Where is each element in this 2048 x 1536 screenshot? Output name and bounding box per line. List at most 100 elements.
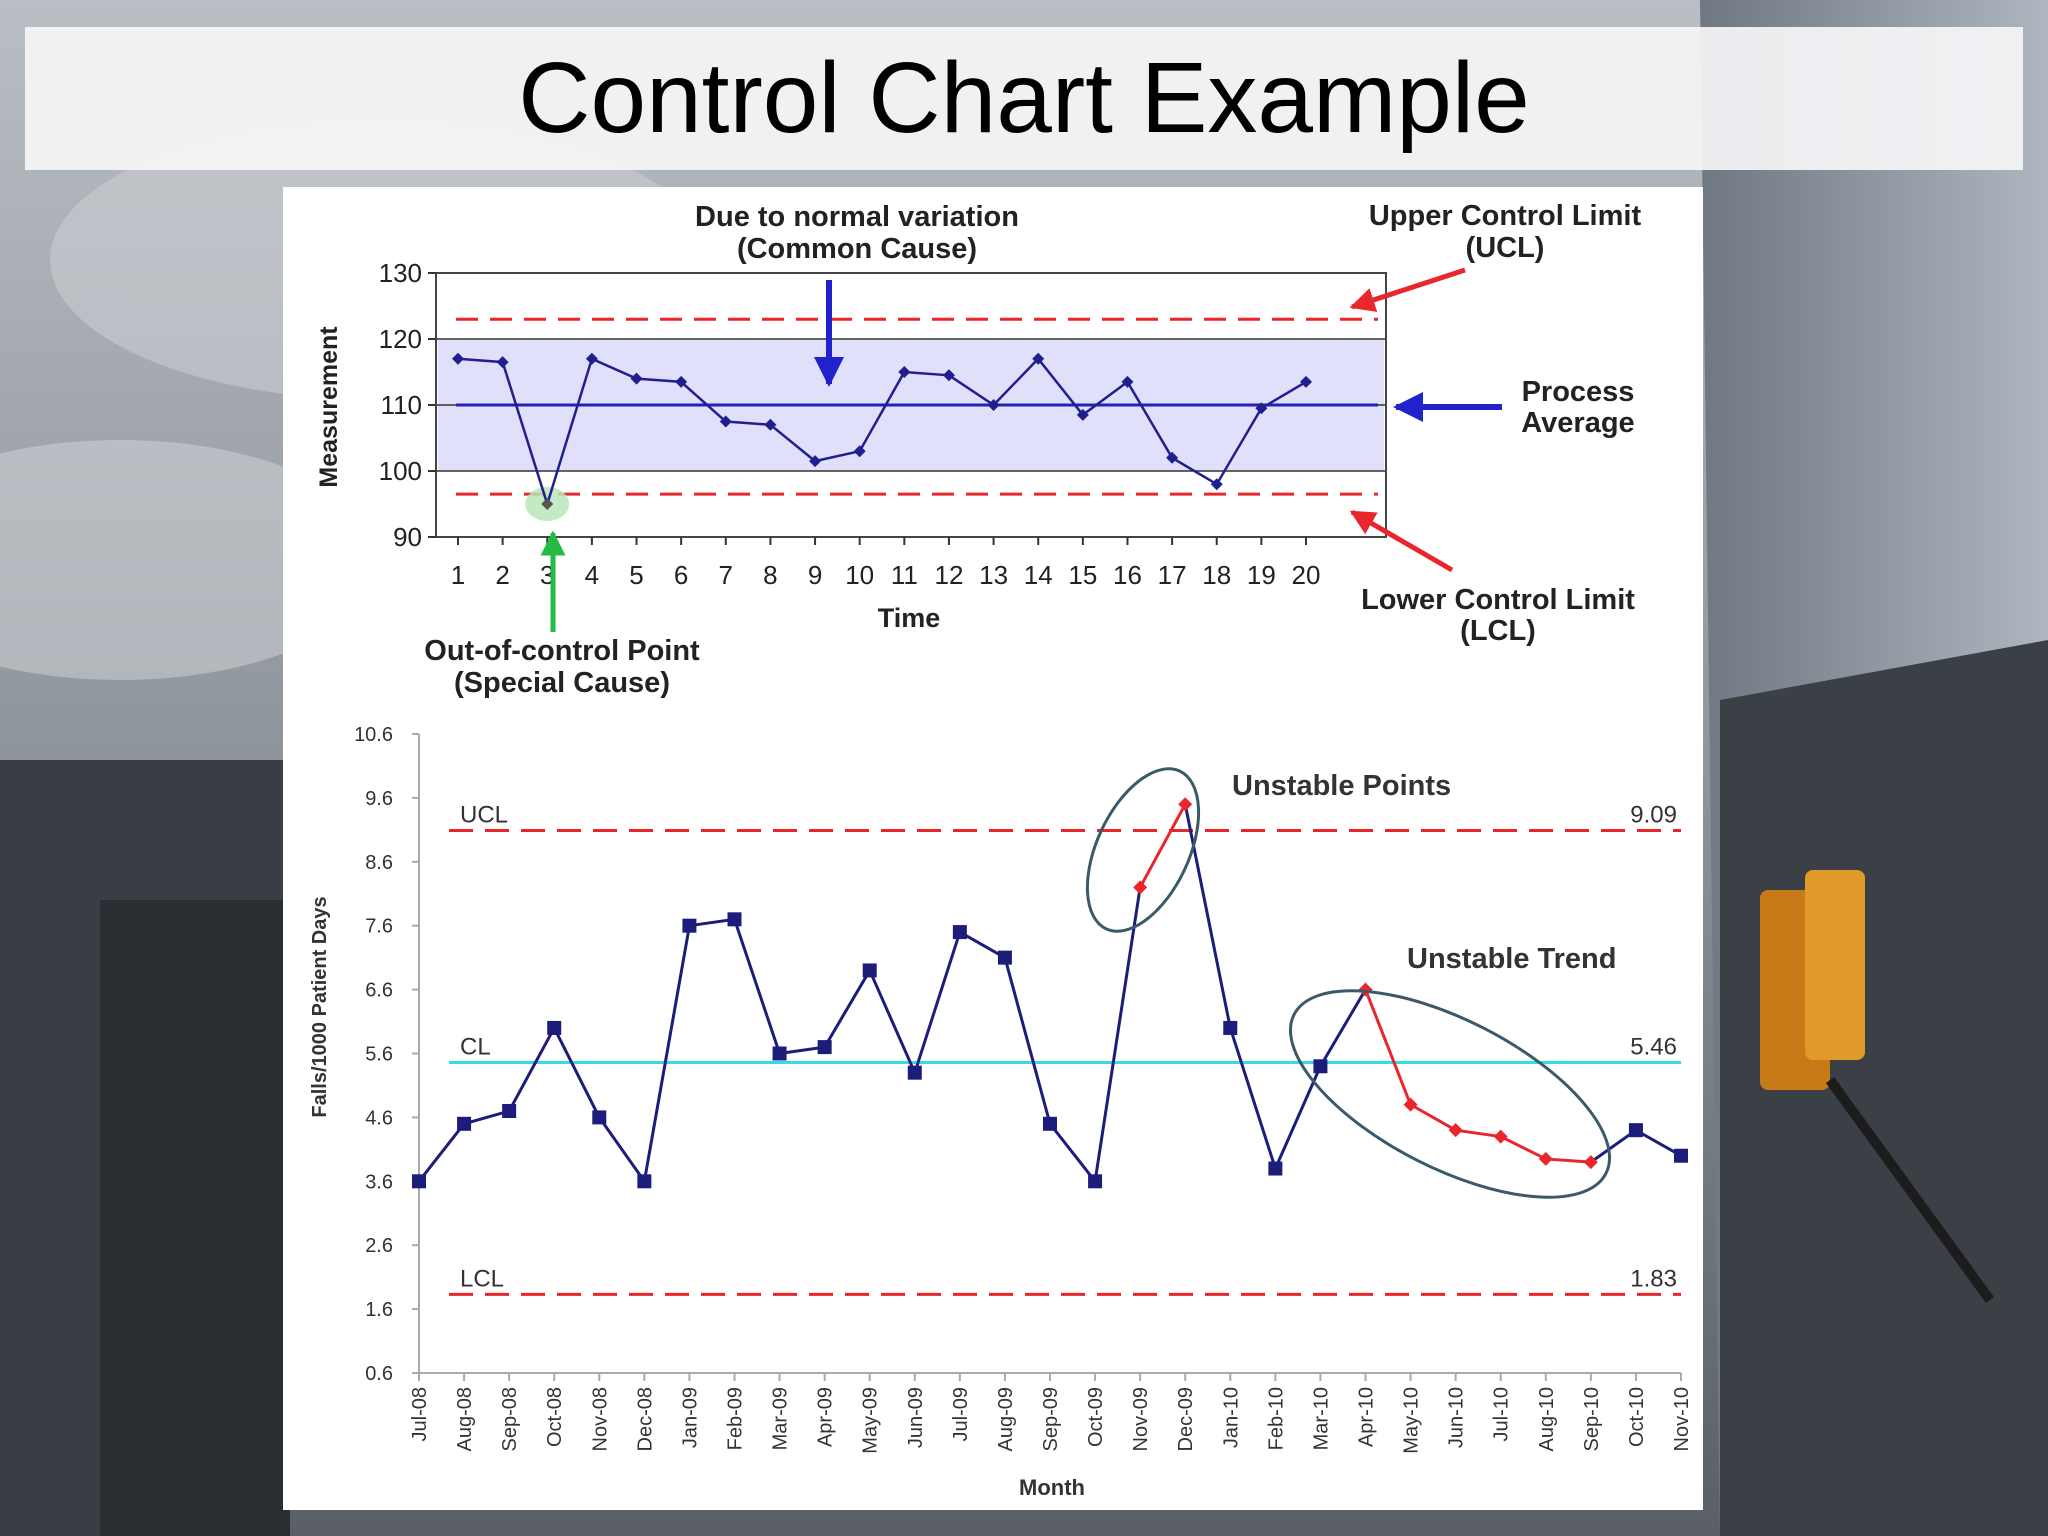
x-tick-label: 15 bbox=[1068, 560, 1097, 590]
x-tick-label: Sep-08 bbox=[499, 1387, 521, 1452]
data-point bbox=[630, 372, 643, 385]
series-segment bbox=[823, 969, 872, 1048]
falls-points bbox=[412, 797, 1688, 1189]
series-segment bbox=[913, 931, 962, 1074]
x-tick-label: 8 bbox=[763, 560, 777, 590]
y-tick-label: 7.6 bbox=[365, 916, 393, 938]
x-tick-label: Nov-08 bbox=[589, 1387, 611, 1451]
unstable-point bbox=[1538, 1151, 1553, 1166]
series-segment bbox=[1545, 1157, 1591, 1164]
data-point bbox=[1223, 1020, 1238, 1035]
data-point bbox=[496, 356, 509, 369]
x-tick-label: Aug-08 bbox=[454, 1387, 476, 1452]
x-tick-label: May-09 bbox=[860, 1387, 882, 1454]
x-tick-label: 16 bbox=[1113, 560, 1142, 590]
y-tick-label: 10.6 bbox=[354, 724, 393, 746]
slide-title-bar: Control Chart Example bbox=[25, 27, 2023, 170]
x-tick-label: Feb-10 bbox=[1265, 1387, 1287, 1450]
series-segment bbox=[1273, 1065, 1322, 1170]
x-tick-label: Jul-08 bbox=[409, 1387, 431, 1441]
data-point bbox=[1628, 1123, 1643, 1138]
measurement-points bbox=[452, 352, 1312, 510]
x-tick-label: 13 bbox=[979, 560, 1008, 590]
y-tick-label: 120 bbox=[379, 324, 422, 354]
lcl-annotation-line2: (LCL) bbox=[1460, 615, 1536, 647]
data-point bbox=[1032, 352, 1045, 365]
x-tick-label: 18 bbox=[1202, 560, 1231, 590]
data-point bbox=[907, 1065, 922, 1080]
x-tick-label: Jun-09 bbox=[905, 1387, 927, 1448]
unstable-point bbox=[1493, 1129, 1508, 1144]
series-segment bbox=[463, 1109, 510, 1126]
ucl-annotation-line2: (UCL) bbox=[1466, 232, 1545, 264]
unstable-point bbox=[1583, 1155, 1598, 1170]
series-segment bbox=[1364, 989, 1412, 1106]
y-tick-label: 5.6 bbox=[365, 1044, 393, 1066]
data-point bbox=[1088, 1174, 1103, 1189]
y-tick-label: 100 bbox=[379, 456, 422, 486]
y-tick-label: 130 bbox=[379, 258, 422, 288]
average-annotation-line2: Average bbox=[1521, 407, 1634, 439]
x-tick-label: Sep-10 bbox=[1581, 1387, 1603, 1452]
x-tick-label: Dec-08 bbox=[634, 1387, 656, 1451]
data-point bbox=[1313, 1059, 1328, 1074]
series-segment bbox=[1635, 1128, 1682, 1158]
data-point bbox=[637, 1174, 652, 1189]
lcl-label: LCL bbox=[460, 1265, 504, 1292]
data-point bbox=[592, 1110, 607, 1125]
data-point bbox=[764, 418, 777, 431]
x-tick-label: Dec-09 bbox=[1175, 1387, 1197, 1451]
series-segment bbox=[1455, 1128, 1501, 1139]
x-tick-label: 10 bbox=[845, 560, 874, 590]
x-tick-label: 12 bbox=[934, 560, 963, 590]
x-tick-label: May-10 bbox=[1401, 1387, 1423, 1454]
data-point bbox=[457, 1116, 472, 1131]
data-point bbox=[1043, 1116, 1057, 1131]
unstable-point bbox=[1133, 880, 1148, 895]
y-axis-label: Falls/1000 Patient Days bbox=[309, 896, 331, 1117]
series-segment bbox=[552, 1027, 601, 1119]
x-tick-label: Jul-09 bbox=[950, 1387, 972, 1441]
series-segment bbox=[689, 917, 735, 928]
x-tick-label: 11 bbox=[891, 560, 918, 590]
unstable-point bbox=[1403, 1097, 1418, 1112]
data-point bbox=[898, 366, 911, 378]
series-segment bbox=[1500, 1135, 1547, 1161]
unstable-point bbox=[1178, 797, 1193, 812]
series-segment bbox=[733, 918, 781, 1054]
y-tick-label: 3.6 bbox=[365, 1171, 393, 1193]
series-segment bbox=[507, 1027, 556, 1112]
x-tick-label: Nov-09 bbox=[1130, 1387, 1152, 1451]
x-tick-labels: Jul-08 Aug-08 Sep-08 Oct-08 Nov-08 Dec-08 Jan-… bbox=[409, 1373, 1693, 1454]
data-point bbox=[412, 1174, 426, 1189]
x-tick-label: Sep-09 bbox=[1040, 1387, 1062, 1452]
data-point bbox=[1268, 1161, 1283, 1176]
y-tick-label: 0.6 bbox=[365, 1363, 393, 1385]
unstable-points-annotation: Unstable Points bbox=[1232, 770, 1451, 802]
data-point bbox=[727, 912, 742, 927]
unstable-trend-ellipse bbox=[1288, 989, 1612, 1199]
data-point bbox=[675, 375, 688, 388]
series-segment bbox=[779, 1045, 825, 1055]
series-segment bbox=[598, 1116, 646, 1183]
data-point bbox=[817, 1040, 832, 1055]
data-point bbox=[1674, 1148, 1688, 1163]
common-cause-annotation-line2: (Common Cause) bbox=[737, 233, 977, 265]
x-tick-label: Aug-09 bbox=[995, 1387, 1017, 1452]
x-tick-label: 1 bbox=[451, 560, 465, 590]
x-tick-label: Jun-10 bbox=[1446, 1387, 1468, 1448]
y-tick-label: 110 bbox=[381, 390, 422, 420]
data-point bbox=[1166, 451, 1179, 464]
series-segment bbox=[1093, 887, 1142, 1182]
series-segment bbox=[1048, 1122, 1097, 1183]
data-point bbox=[682, 918, 697, 933]
x-tick-label: 6 bbox=[674, 560, 688, 590]
traffic-light bbox=[1760, 870, 1995, 1303]
y-tick-label: 2.6 bbox=[365, 1235, 393, 1257]
x-tick-label: Apr-10 bbox=[1356, 1387, 1378, 1447]
y-tick-label: 90 bbox=[393, 522, 422, 552]
x-tick-label: 2 bbox=[495, 560, 509, 590]
data-point bbox=[772, 1046, 787, 1061]
unstable-trend-annotation: Unstable Trend bbox=[1407, 943, 1617, 975]
